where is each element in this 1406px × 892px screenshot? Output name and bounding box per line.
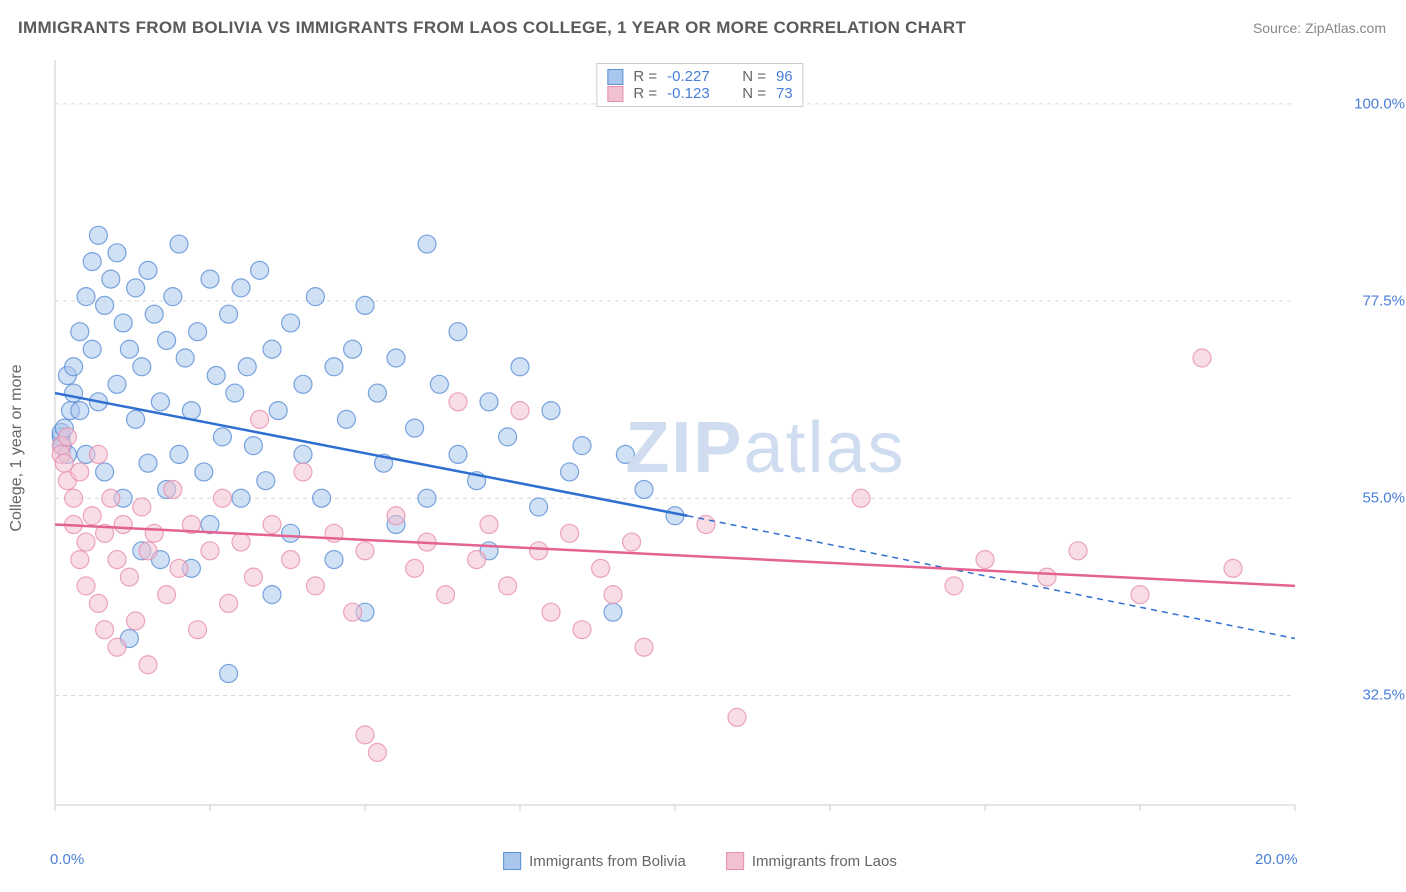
legend-stats: R = -0.227 N = 96R = -0.123 N = 73 [596, 63, 803, 107]
stat-r-value: -0.227 [667, 68, 710, 85]
legend-label: Immigrants from Bolivia [529, 853, 686, 870]
y-tick-label: 100.0% [1354, 95, 1405, 112]
stat-r-value: -0.123 [667, 85, 710, 102]
x-tick-label: 20.0% [1255, 851, 1298, 868]
stat-n-value: 73 [776, 85, 793, 102]
legend-stat-row: R = -0.227 N = 96 [607, 68, 792, 85]
scatter-plot [45, 55, 1355, 840]
legend-swatch [607, 69, 623, 85]
x-tick-label: 0.0% [50, 851, 84, 868]
stat-n-label: N = [742, 68, 766, 85]
stat-r-label: R = [633, 85, 657, 102]
chart-area: College, 1 year or more ZIPatlas 32.5%55… [45, 55, 1355, 840]
source-link[interactable]: ZipAtlas.com [1305, 20, 1386, 36]
legend-swatch [503, 852, 521, 870]
legend-series: Immigrants from Bolivia Immigrants from L… [503, 852, 897, 870]
stat-n-label: N = [742, 85, 766, 102]
legend-swatch [726, 852, 744, 870]
source-prefix: Source: [1253, 20, 1305, 36]
stat-r-label: R = [633, 68, 657, 85]
y-tick-label: 32.5% [1362, 687, 1405, 704]
legend-swatch [607, 86, 623, 102]
legend-item: Immigrants from Bolivia [503, 852, 686, 870]
source-label: Source: ZipAtlas.com [1253, 20, 1386, 36]
legend-item: Immigrants from Laos [726, 852, 897, 870]
legend-label: Immigrants from Laos [752, 853, 897, 870]
legend-stat-row: R = -0.123 N = 73 [607, 85, 792, 102]
y-tick-label: 55.0% [1362, 490, 1405, 507]
stat-n-value: 96 [776, 68, 793, 85]
y-axis-label: College, 1 year or more [8, 364, 26, 531]
y-tick-label: 77.5% [1362, 293, 1405, 310]
chart-title: IMMIGRANTS FROM BOLIVIA VS IMMIGRANTS FR… [18, 18, 966, 38]
